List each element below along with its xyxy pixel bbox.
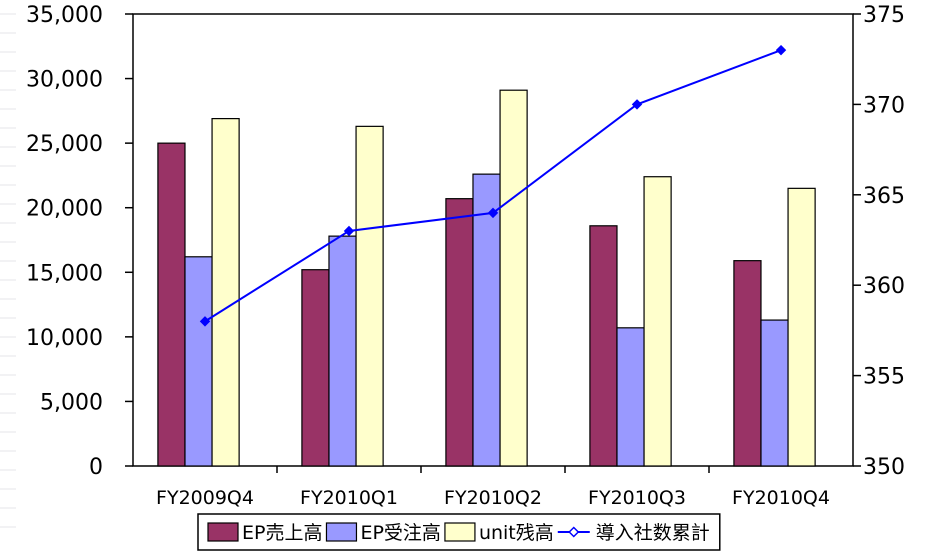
category-label: FY2009Q4: [156, 487, 254, 509]
right-tick-label: 355: [863, 365, 905, 390]
bar: [211, 118, 240, 467]
category-label: FY2010Q3: [588, 487, 686, 509]
left-tick-label: 35,000: [26, 3, 103, 28]
legend-label: 導入社数累計: [596, 522, 710, 544]
bar: [445, 198, 474, 467]
category-label: FY2010Q4: [732, 487, 830, 509]
right-tick-label: 360: [863, 274, 905, 299]
line-point: [343, 225, 355, 237]
legend-swatch: [207, 522, 239, 542]
bar-series: [157, 89, 816, 467]
line-point: [775, 44, 787, 56]
legend-label: EP売上高: [242, 522, 322, 544]
line-point: [631, 99, 643, 110]
legend-swatch-marker: [568, 526, 580, 538]
left-axis: 0 5,000 10,000 15,000 20,000 25,000 30,000 35,0…: [26, 3, 133, 480]
bar: [787, 187, 816, 467]
legend-box: [197, 513, 721, 551]
left-tick-label: 10,000: [26, 326, 103, 351]
right-axis: 350 355 360 365 370 375: [853, 3, 905, 480]
legend-label: unit残高: [479, 522, 554, 544]
right-tick-label: 375: [863, 3, 905, 28]
legend-swatch: [325, 522, 358, 542]
bar: [355, 125, 384, 467]
right-tick-label: 350: [863, 455, 905, 480]
bar: [301, 269, 330, 467]
legend-label: EP受注高: [360, 522, 440, 544]
category-axis: FY2009Q4 FY2010Q1 FY2010Q2 FY2010Q3 FY2010Q4: [156, 466, 830, 509]
left-margin-decoration: [0, 13, 16, 528]
bar: [184, 256, 213, 467]
right-tick-label: 370: [863, 93, 905, 118]
legend-swatch: [444, 522, 476, 542]
line-point: [199, 316, 211, 327]
left-tick-label: 20,000: [26, 197, 103, 222]
line-series: [199, 44, 787, 327]
left-tick-label: 25,000: [26, 132, 103, 157]
bar: [733, 260, 762, 467]
bar: [589, 225, 618, 467]
line-point: [487, 207, 499, 219]
bar: [328, 235, 357, 467]
bar: [157, 142, 186, 467]
left-tick-label: 0: [89, 455, 103, 480]
category-label: FY2010Q2: [444, 487, 542, 509]
legend: EP売上高 EP受注高 unit残高 導入社数累計: [197, 513, 721, 551]
bar: [643, 176, 672, 467]
left-tick-label: 30,000: [26, 68, 103, 93]
left-tick-label: 5,000: [40, 390, 103, 415]
category-label: FY2010Q1: [300, 487, 398, 509]
bar: [760, 319, 789, 467]
bar: [499, 89, 528, 467]
right-tick-label: 365: [863, 184, 905, 209]
bar: [472, 173, 501, 467]
bar: [616, 327, 645, 467]
left-tick-label: 15,000: [26, 261, 103, 286]
